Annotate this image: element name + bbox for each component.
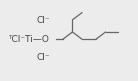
Text: ᵀCl⁻Ti—O: ᵀCl⁻Ti—O: [9, 35, 49, 44]
Text: Cl⁻: Cl⁻: [37, 53, 50, 62]
Text: Cl⁻: Cl⁻: [37, 16, 50, 25]
